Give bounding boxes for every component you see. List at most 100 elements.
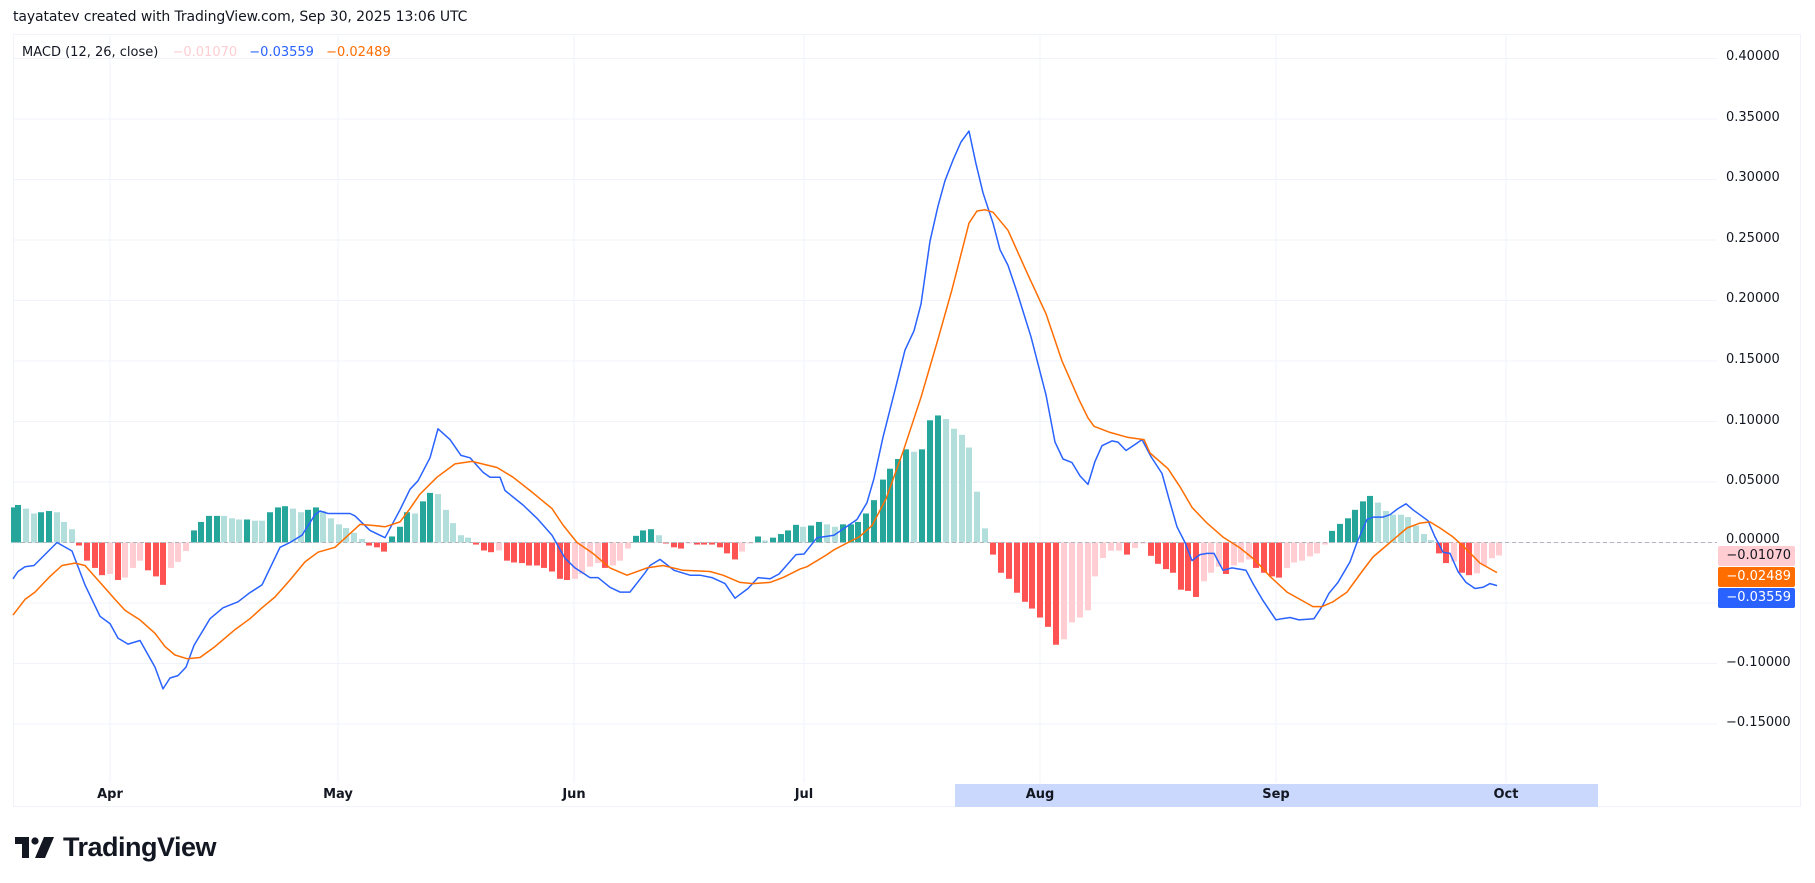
- price-axis-label: −0.10000: [1726, 655, 1791, 670]
- histogram-bar: [911, 451, 917, 543]
- histogram-bar: [504, 542, 510, 561]
- histogram-bar: [61, 521, 67, 543]
- histogram-bar: [298, 512, 304, 543]
- histogram-bar: [397, 526, 403, 543]
- histogram-bar: [709, 542, 715, 545]
- histogram-bar: [435, 494, 441, 543]
- histogram-bar: [625, 542, 631, 549]
- legend-title: MACD (12, 26, close): [22, 45, 159, 60]
- histogram-bar: [259, 520, 265, 543]
- histogram-bar: [785, 530, 791, 543]
- histogram-bar: [541, 542, 547, 568]
- histogram-bar: [1360, 501, 1366, 543]
- histogram-bar: [1496, 542, 1502, 556]
- histogram-bar: [903, 449, 909, 543]
- histogram-bar: [458, 535, 464, 543]
- histogram-bar: [887, 468, 893, 543]
- histogram-bar: [762, 540, 768, 543]
- histogram-bar: [1345, 518, 1351, 543]
- histogram-bar: [1436, 542, 1442, 554]
- macd-last-value-badge: −0.03559: [1718, 588, 1795, 608]
- histogram-bar: [717, 542, 723, 548]
- histogram-bar: [1069, 542, 1075, 623]
- indicator-legend[interactable]: MACD (12, 26, close) −0.01070 −0.03559 −…: [22, 45, 399, 60]
- tradingview-logo[interactable]: TradingView: [15, 832, 217, 863]
- histogram-bar: [724, 542, 730, 554]
- histogram-bar: [863, 513, 869, 543]
- histogram-bar: [1124, 542, 1130, 555]
- histogram-bar: [282, 506, 288, 543]
- histogram-bar: [381, 542, 387, 552]
- histogram-bar: [694, 542, 700, 545]
- tradingview-logo-text: TradingView: [63, 832, 217, 862]
- histogram-bar: [526, 542, 532, 566]
- histogram-bar: [92, 542, 98, 568]
- histogram-bar: [1223, 542, 1229, 574]
- histogram-bar: [160, 542, 166, 585]
- histogram-bar: [824, 524, 830, 543]
- histogram-bar: [328, 518, 334, 543]
- histogram-bar: [1367, 495, 1373, 543]
- histogram-bar: [1261, 542, 1267, 573]
- histogram-bar: [443, 509, 449, 543]
- histogram-bar: [701, 542, 707, 545]
- histogram-bar: [1193, 542, 1199, 597]
- histogram-bar: [1375, 502, 1381, 543]
- histogram-bar: [1029, 542, 1035, 609]
- histogram-bar: [1276, 542, 1282, 578]
- histogram-bar: [1246, 542, 1252, 560]
- histogram-bar: [557, 542, 563, 579]
- histogram-bar: [840, 524, 846, 543]
- histogram-bar: [267, 512, 273, 543]
- histogram-bar: [290, 508, 296, 543]
- histogram-bar: [69, 529, 75, 543]
- histogram-bar: [275, 507, 281, 543]
- histogram-bar: [236, 519, 242, 543]
- histogram-bar: [1108, 542, 1114, 551]
- histogram-bar: [1092, 542, 1098, 577]
- histogram-bar: [153, 542, 159, 577]
- histogram-bar: [534, 542, 540, 566]
- price-axis-label: 0.05000: [1726, 473, 1780, 488]
- histogram-bar: [1100, 542, 1106, 558]
- histogram-bar: [54, 512, 60, 543]
- histogram-bar: [420, 501, 426, 543]
- histogram-bar: [374, 542, 380, 548]
- histogram-bar: [982, 528, 988, 543]
- histogram-bar: [739, 542, 745, 552]
- histogram-bar: [602, 542, 608, 568]
- tradingview-logo-icon: [15, 836, 54, 858]
- price-axis-label: 0.15000: [1726, 352, 1780, 367]
- histogram-bar: [610, 542, 616, 566]
- histogram-bar: [1116, 542, 1122, 551]
- histogram-bar: [778, 534, 784, 543]
- histogram-bar: [412, 513, 418, 543]
- histogram-bar: [800, 526, 806, 543]
- histogram-bar: [1481, 542, 1487, 566]
- histogram-bar: [1163, 542, 1169, 570]
- histogram-bar: [145, 542, 151, 571]
- histogram-bar: [998, 542, 1004, 573]
- histogram-bar: [511, 542, 517, 563]
- histogram-bar: [1148, 542, 1154, 556]
- histogram-bar: [1322, 542, 1328, 545]
- histogram-bar: [221, 515, 227, 543]
- histogram-bar: [648, 529, 654, 543]
- price-axis-label: 0.10000: [1726, 413, 1780, 428]
- histogram-bar: [1329, 530, 1335, 543]
- histogram-bar: [107, 542, 113, 574]
- time-axis-label-apr: Apr: [97, 787, 123, 802]
- histogram-bar: [214, 515, 220, 543]
- histogram-last-value-badge: −0.01070: [1718, 546, 1795, 566]
- histogram-bar: [1037, 542, 1043, 618]
- histogram-bar: [816, 521, 822, 543]
- price-axis-label: 0.00000: [1726, 532, 1780, 547]
- time-axis-selection-highlight: [955, 784, 1598, 807]
- histogram-bar: [481, 542, 487, 551]
- histogram-bar: [1269, 542, 1275, 577]
- histogram-bar: [1253, 542, 1259, 568]
- histogram-bar: [122, 542, 128, 578]
- histogram-bar: [943, 419, 949, 543]
- histogram-bar: [951, 428, 957, 543]
